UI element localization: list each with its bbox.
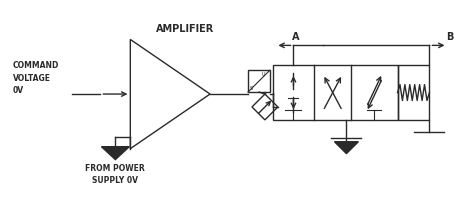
Text: COMMAND
VOLTAGE
0V: COMMAND VOLTAGE 0V bbox=[13, 61, 59, 95]
Bar bbox=[398, 66, 429, 120]
Bar bbox=[248, 71, 270, 93]
Text: U: U bbox=[262, 72, 265, 77]
Text: FROM POWER
SUPPLY 0V: FROM POWER SUPPLY 0V bbox=[85, 163, 145, 184]
Polygon shape bbox=[335, 142, 358, 154]
Text: S: S bbox=[250, 86, 253, 91]
Bar bbox=[273, 66, 398, 120]
Polygon shape bbox=[101, 147, 129, 160]
Text: A: A bbox=[292, 32, 299, 42]
Text: AMPLIFIER: AMPLIFIER bbox=[156, 23, 214, 33]
Text: B: B bbox=[446, 32, 453, 42]
